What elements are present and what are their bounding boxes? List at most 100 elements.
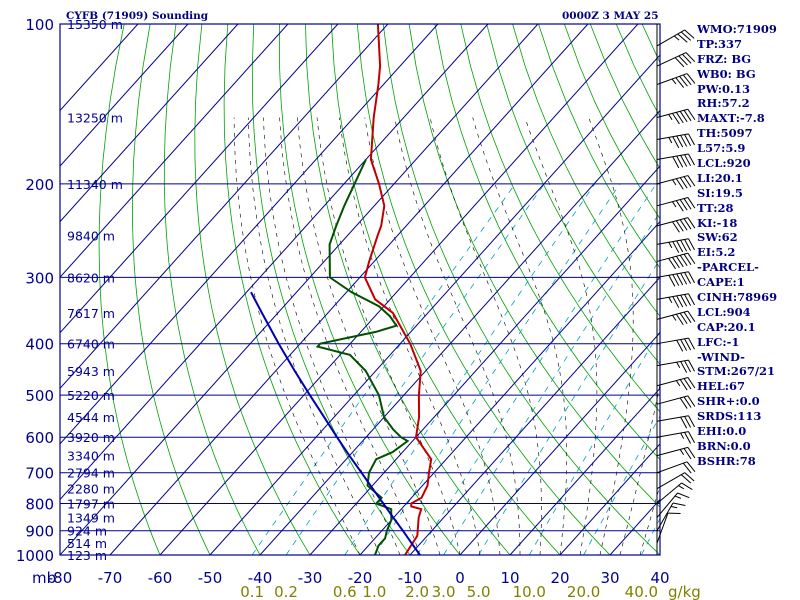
wind-barb-flag [688,133,695,146]
stat-line: FRZ: BG [697,51,752,66]
height-label: 3340 m [67,449,115,464]
stat-line: WB0: BG [697,66,756,81]
plot-frame [59,23,661,556]
wind-barb-half [674,495,682,499]
mixing-ratio-label: 40.0 [625,583,658,600]
wind-barb [656,376,696,391]
wind-barb-flag [683,176,692,188]
wind-barb-flag [681,482,693,491]
isotherm [60,24,289,278]
isotherm [60,24,389,390]
height-label: 123 m [67,548,107,563]
stat-line: BRN:0.0 [697,438,751,453]
wind-barb [656,461,696,474]
dry-adiabat [512,24,660,317]
wind-barb-half [672,314,677,321]
height-label: 8620 m [67,270,115,285]
wind-barb-staff [656,376,689,387]
wind-barb-flag [688,293,695,306]
stat-line: HEL:67 [697,379,745,394]
isotherm [60,24,439,445]
moist-adiabat [279,117,421,555]
wind-barb-flag [687,377,696,389]
wind-barb-flag [682,74,692,86]
isotherm [60,24,239,223]
stat-line: WMO:71909 [697,22,777,36]
wind-barb-flag [684,416,692,428]
wind-barb-staff [656,175,689,185]
wind-barb-flag [684,239,692,251]
isotherm [60,24,189,167]
wind-barb-flag [684,338,692,351]
wind-barb-flag [688,238,695,251]
wind-barb [656,472,695,490]
wind-barb-flag [688,431,695,444]
wind-barb-flag [672,156,680,169]
wind-barb-flag [672,274,680,286]
wind-barb-flag [686,73,696,84]
stat-line: TP:337 [697,36,743,51]
mixing-ratio-label: 0.2 [274,583,298,600]
wind-barb-flag [684,360,692,373]
parcel-trace [250,291,421,555]
stat-line: RH:57.2 [697,96,750,111]
wind-barb-flag [680,155,688,167]
pressure-label: 600 [25,429,54,447]
temperature-tick-label: 20 [550,569,569,587]
wind-barb-flag [680,474,692,484]
wind-barb-flag [680,294,688,307]
wind-barb-flag [683,218,692,230]
wind-barb [656,108,696,125]
wind-barb-flag [676,273,684,286]
temperature-trace [363,24,433,555]
temperature-tick-label: -40 [248,569,273,587]
mixing-ratio-line [443,211,660,555]
wind-barb-flag [672,296,680,308]
wind-barb-flag [684,472,695,482]
wind-barb-staff [656,431,689,438]
wind-barb-flag [683,198,692,210]
height-label: 5220 m [67,388,115,403]
wind-barb-staff [656,492,678,518]
wind-barb-flag [679,397,688,409]
wind-barb-flag [677,33,688,43]
wind-barb-half [676,361,681,369]
isotherm [459,332,660,555]
wind-barb-flag [688,415,695,428]
wind-barb-flag [683,396,692,408]
unit-label: mb [32,569,56,587]
stat-line: LCL:920 [697,156,751,171]
moist-adiabat [248,117,381,555]
wind-barb [656,175,696,190]
wind-barb-flag [676,240,684,253]
pressure-label: 800 [25,496,54,514]
height-label: 13250 m [67,111,123,126]
dry-adiabat [356,24,611,555]
temperature-tick-label: -60 [148,569,173,587]
temperature-tick-label: -50 [198,569,223,587]
wind-barb [656,395,696,409]
wind-barb [656,310,696,326]
mixing-ratio-label: 0.6 [333,583,357,600]
stat-line: -WIND- [697,349,745,364]
stat-line: LI:20.1 [697,170,743,185]
dry-adiabat [223,24,361,555]
temperature-tick-label: 10 [500,569,519,587]
pressure-label: 100 [25,16,54,34]
wind-barb-staff [656,359,689,367]
wind-barb-flag [672,136,680,149]
isotherm [159,24,639,555]
stat-line: CAPE:1 [697,275,745,290]
wind-barb-flag [683,253,692,266]
moist-adiabat [297,117,441,555]
dry-adiabat [305,24,511,555]
wind-barb-flag [679,75,688,87]
dry-adiabat [331,24,561,555]
wind-barb [656,482,693,504]
height-label: 2280 m [67,482,115,497]
moist-adiabat [524,117,598,555]
wind-barb-flag [678,55,688,66]
wind-barb-flag [684,272,692,284]
wind-barb-flag [672,221,680,233]
